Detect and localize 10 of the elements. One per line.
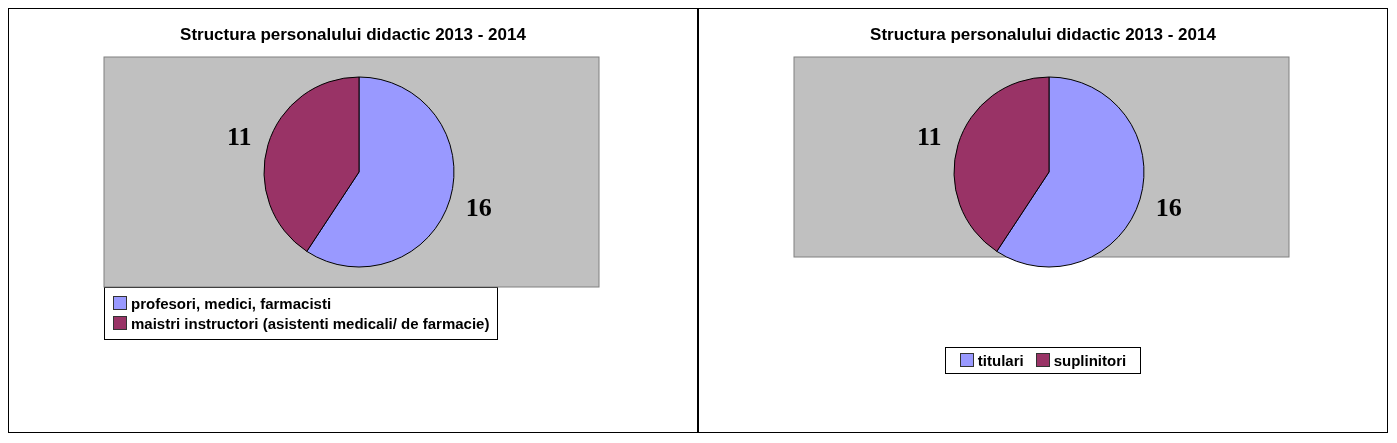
data-label: 16 — [1155, 193, 1182, 223]
data-label: 16 — [465, 193, 492, 223]
legend-label: maistri instructori (asistenti medicali/ de farmacie) — [131, 315, 490, 332]
data-label: 11 — [226, 121, 252, 151]
chart-title: Structura personalului didactic 2013 - 2014 — [179, 24, 527, 46]
legend-label: titulari — [977, 352, 1024, 369]
legend-label: profesori, medici, farmacisti — [131, 295, 332, 312]
data-label: 11 — [916, 121, 942, 151]
chart-title: Structura personalului didactic 2013 - 2014 — [869, 24, 1217, 46]
legend-label: suplinitori — [1053, 352, 1127, 369]
